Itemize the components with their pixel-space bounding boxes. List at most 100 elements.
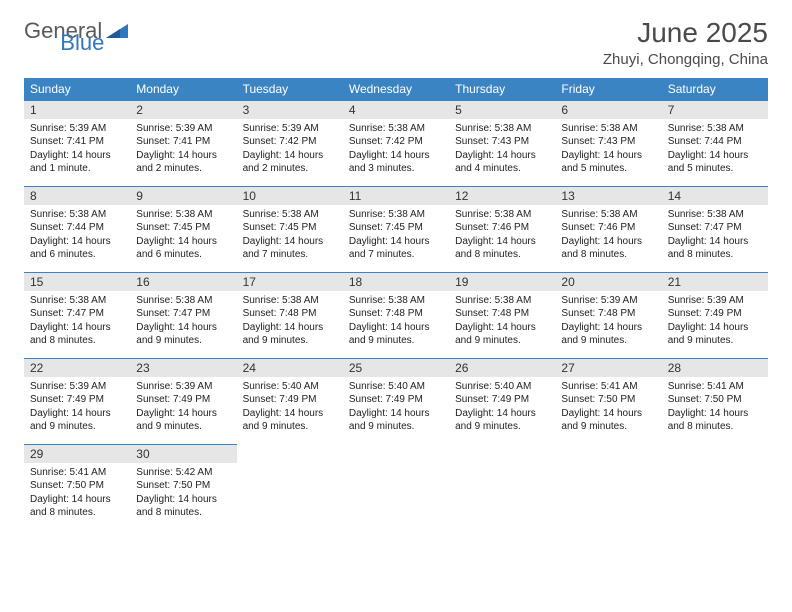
day-number: 1 xyxy=(24,100,130,119)
day-number: 23 xyxy=(130,358,236,377)
day-number: 4 xyxy=(343,100,449,119)
daylight-line: Daylight: 14 hours and 9 minutes. xyxy=(30,407,124,434)
sunset-line: Sunset: 7:45 PM xyxy=(243,221,337,235)
calendar-day-cell: 24Sunrise: 5:40 AMSunset: 7:49 PMDayligh… xyxy=(237,358,343,444)
sunrise-line: Sunrise: 5:41 AM xyxy=(561,380,655,394)
day-details: Sunrise: 5:40 AMSunset: 7:49 PMDaylight:… xyxy=(449,377,555,439)
calendar-day-cell: 4Sunrise: 5:38 AMSunset: 7:42 PMDaylight… xyxy=(343,100,449,186)
daylight-line: Daylight: 14 hours and 2 minutes. xyxy=(243,149,337,176)
calendar-day-cell: 28Sunrise: 5:41 AMSunset: 7:50 PMDayligh… xyxy=(662,358,768,444)
sunrise-line: Sunrise: 5:40 AM xyxy=(455,380,549,394)
daylight-line: Daylight: 14 hours and 9 minutes. xyxy=(561,407,655,434)
day-details: Sunrise: 5:42 AMSunset: 7:50 PMDaylight:… xyxy=(130,463,236,525)
sunset-line: Sunset: 7:46 PM xyxy=(561,221,655,235)
sunset-line: Sunset: 7:45 PM xyxy=(349,221,443,235)
calendar-day-cell: 14Sunrise: 5:38 AMSunset: 7:47 PMDayligh… xyxy=(662,186,768,272)
daylight-line: Daylight: 14 hours and 9 minutes. xyxy=(455,407,549,434)
daylight-line: Daylight: 14 hours and 5 minutes. xyxy=(668,149,762,176)
weekday-header: Tuesday xyxy=(237,78,343,100)
calendar-day-cell: 22Sunrise: 5:39 AMSunset: 7:49 PMDayligh… xyxy=(24,358,130,444)
day-number: 8 xyxy=(24,186,130,205)
calendar-day-cell: 11Sunrise: 5:38 AMSunset: 7:45 PMDayligh… xyxy=(343,186,449,272)
sunrise-line: Sunrise: 5:38 AM xyxy=(668,208,762,222)
calendar-day-cell: 30Sunrise: 5:42 AMSunset: 7:50 PMDayligh… xyxy=(130,444,236,530)
day-details: Sunrise: 5:41 AMSunset: 7:50 PMDaylight:… xyxy=(662,377,768,439)
day-number: 25 xyxy=(343,358,449,377)
calendar-day-cell: 25Sunrise: 5:40 AMSunset: 7:49 PMDayligh… xyxy=(343,358,449,444)
header: General Blue June 2025 Zhuyi, Chongqing,… xyxy=(24,18,768,68)
calendar-day-cell: 5Sunrise: 5:38 AMSunset: 7:43 PMDaylight… xyxy=(449,100,555,186)
daylight-line: Daylight: 14 hours and 3 minutes. xyxy=(349,149,443,176)
daylight-line: Daylight: 14 hours and 9 minutes. xyxy=(561,321,655,348)
sunrise-line: Sunrise: 5:39 AM xyxy=(30,380,124,394)
calendar-day-cell: 12Sunrise: 5:38 AMSunset: 7:46 PMDayligh… xyxy=(449,186,555,272)
day-number: 7 xyxy=(662,100,768,119)
day-details: Sunrise: 5:38 AMSunset: 7:45 PMDaylight:… xyxy=(237,205,343,267)
day-number: 11 xyxy=(343,186,449,205)
calendar-week-row: 15Sunrise: 5:38 AMSunset: 7:47 PMDayligh… xyxy=(24,272,768,358)
sunrise-line: Sunrise: 5:38 AM xyxy=(136,294,230,308)
day-number: 2 xyxy=(130,100,236,119)
day-details: Sunrise: 5:38 AMSunset: 7:47 PMDaylight:… xyxy=(662,205,768,267)
sunset-line: Sunset: 7:43 PM xyxy=(455,135,549,149)
daylight-line: Daylight: 14 hours and 9 minutes. xyxy=(243,321,337,348)
sunset-line: Sunset: 7:48 PM xyxy=(455,307,549,321)
day-details: Sunrise: 5:38 AMSunset: 7:47 PMDaylight:… xyxy=(130,291,236,353)
sunset-line: Sunset: 7:49 PM xyxy=(349,393,443,407)
day-number: 17 xyxy=(237,272,343,291)
weekday-header: Saturday xyxy=(662,78,768,100)
sunrise-line: Sunrise: 5:38 AM xyxy=(561,208,655,222)
daylight-line: Daylight: 14 hours and 8 minutes. xyxy=(668,407,762,434)
day-details: Sunrise: 5:38 AMSunset: 7:48 PMDaylight:… xyxy=(343,291,449,353)
day-number: 30 xyxy=(130,444,236,463)
calendar-day-cell xyxy=(237,444,343,530)
calendar-day-cell: 9Sunrise: 5:38 AMSunset: 7:45 PMDaylight… xyxy=(130,186,236,272)
day-details: Sunrise: 5:38 AMSunset: 7:48 PMDaylight:… xyxy=(237,291,343,353)
daylight-line: Daylight: 14 hours and 5 minutes. xyxy=(561,149,655,176)
day-number: 18 xyxy=(343,272,449,291)
day-details: Sunrise: 5:39 AMSunset: 7:48 PMDaylight:… xyxy=(555,291,661,353)
day-number: 26 xyxy=(449,358,555,377)
sunrise-line: Sunrise: 5:38 AM xyxy=(30,294,124,308)
sunrise-line: Sunrise: 5:38 AM xyxy=(243,208,337,222)
sunset-line: Sunset: 7:41 PM xyxy=(136,135,230,149)
day-details: Sunrise: 5:39 AMSunset: 7:49 PMDaylight:… xyxy=(662,291,768,353)
calendar-day-cell: 1Sunrise: 5:39 AMSunset: 7:41 PMDaylight… xyxy=(24,100,130,186)
sunrise-line: Sunrise: 5:38 AM xyxy=(243,294,337,308)
sunrise-line: Sunrise: 5:39 AM xyxy=(668,294,762,308)
calendar-day-cell: 27Sunrise: 5:41 AMSunset: 7:50 PMDayligh… xyxy=(555,358,661,444)
calendar-day-cell: 21Sunrise: 5:39 AMSunset: 7:49 PMDayligh… xyxy=(662,272,768,358)
calendar-day-cell: 15Sunrise: 5:38 AMSunset: 7:47 PMDayligh… xyxy=(24,272,130,358)
day-details: Sunrise: 5:39 AMSunset: 7:49 PMDaylight:… xyxy=(24,377,130,439)
day-details: Sunrise: 5:39 AMSunset: 7:49 PMDaylight:… xyxy=(130,377,236,439)
logo-triangle-icon xyxy=(106,22,130,40)
calendar-day-cell: 29Sunrise: 5:41 AMSunset: 7:50 PMDayligh… xyxy=(24,444,130,530)
sunset-line: Sunset: 7:49 PM xyxy=(243,393,337,407)
sunset-line: Sunset: 7:49 PM xyxy=(136,393,230,407)
sunrise-line: Sunrise: 5:39 AM xyxy=(243,122,337,136)
day-number: 9 xyxy=(130,186,236,205)
daylight-line: Daylight: 14 hours and 2 minutes. xyxy=(136,149,230,176)
sunrise-line: Sunrise: 5:38 AM xyxy=(561,122,655,136)
day-number: 22 xyxy=(24,358,130,377)
weekday-header: Wednesday xyxy=(343,78,449,100)
day-details: Sunrise: 5:38 AMSunset: 7:43 PMDaylight:… xyxy=(449,119,555,181)
sunrise-line: Sunrise: 5:39 AM xyxy=(136,380,230,394)
calendar-day-cell: 17Sunrise: 5:38 AMSunset: 7:48 PMDayligh… xyxy=(237,272,343,358)
sunrise-line: Sunrise: 5:39 AM xyxy=(30,122,124,136)
day-details: Sunrise: 5:39 AMSunset: 7:41 PMDaylight:… xyxy=(24,119,130,181)
sunrise-line: Sunrise: 5:38 AM xyxy=(30,208,124,222)
daylight-line: Daylight: 14 hours and 7 minutes. xyxy=(243,235,337,262)
daylight-line: Daylight: 14 hours and 6 minutes. xyxy=(136,235,230,262)
sunset-line: Sunset: 7:41 PM xyxy=(30,135,124,149)
day-details: Sunrise: 5:41 AMSunset: 7:50 PMDaylight:… xyxy=(24,463,130,525)
sunrise-line: Sunrise: 5:38 AM xyxy=(455,122,549,136)
day-details: Sunrise: 5:38 AMSunset: 7:45 PMDaylight:… xyxy=(130,205,236,267)
day-details: Sunrise: 5:38 AMSunset: 7:46 PMDaylight:… xyxy=(449,205,555,267)
logo-text-2: Blue xyxy=(60,30,104,56)
sunset-line: Sunset: 7:50 PM xyxy=(668,393,762,407)
day-number: 29 xyxy=(24,444,130,463)
day-number: 3 xyxy=(237,100,343,119)
calendar-day-cell: 10Sunrise: 5:38 AMSunset: 7:45 PMDayligh… xyxy=(237,186,343,272)
calendar-day-cell: 23Sunrise: 5:39 AMSunset: 7:49 PMDayligh… xyxy=(130,358,236,444)
